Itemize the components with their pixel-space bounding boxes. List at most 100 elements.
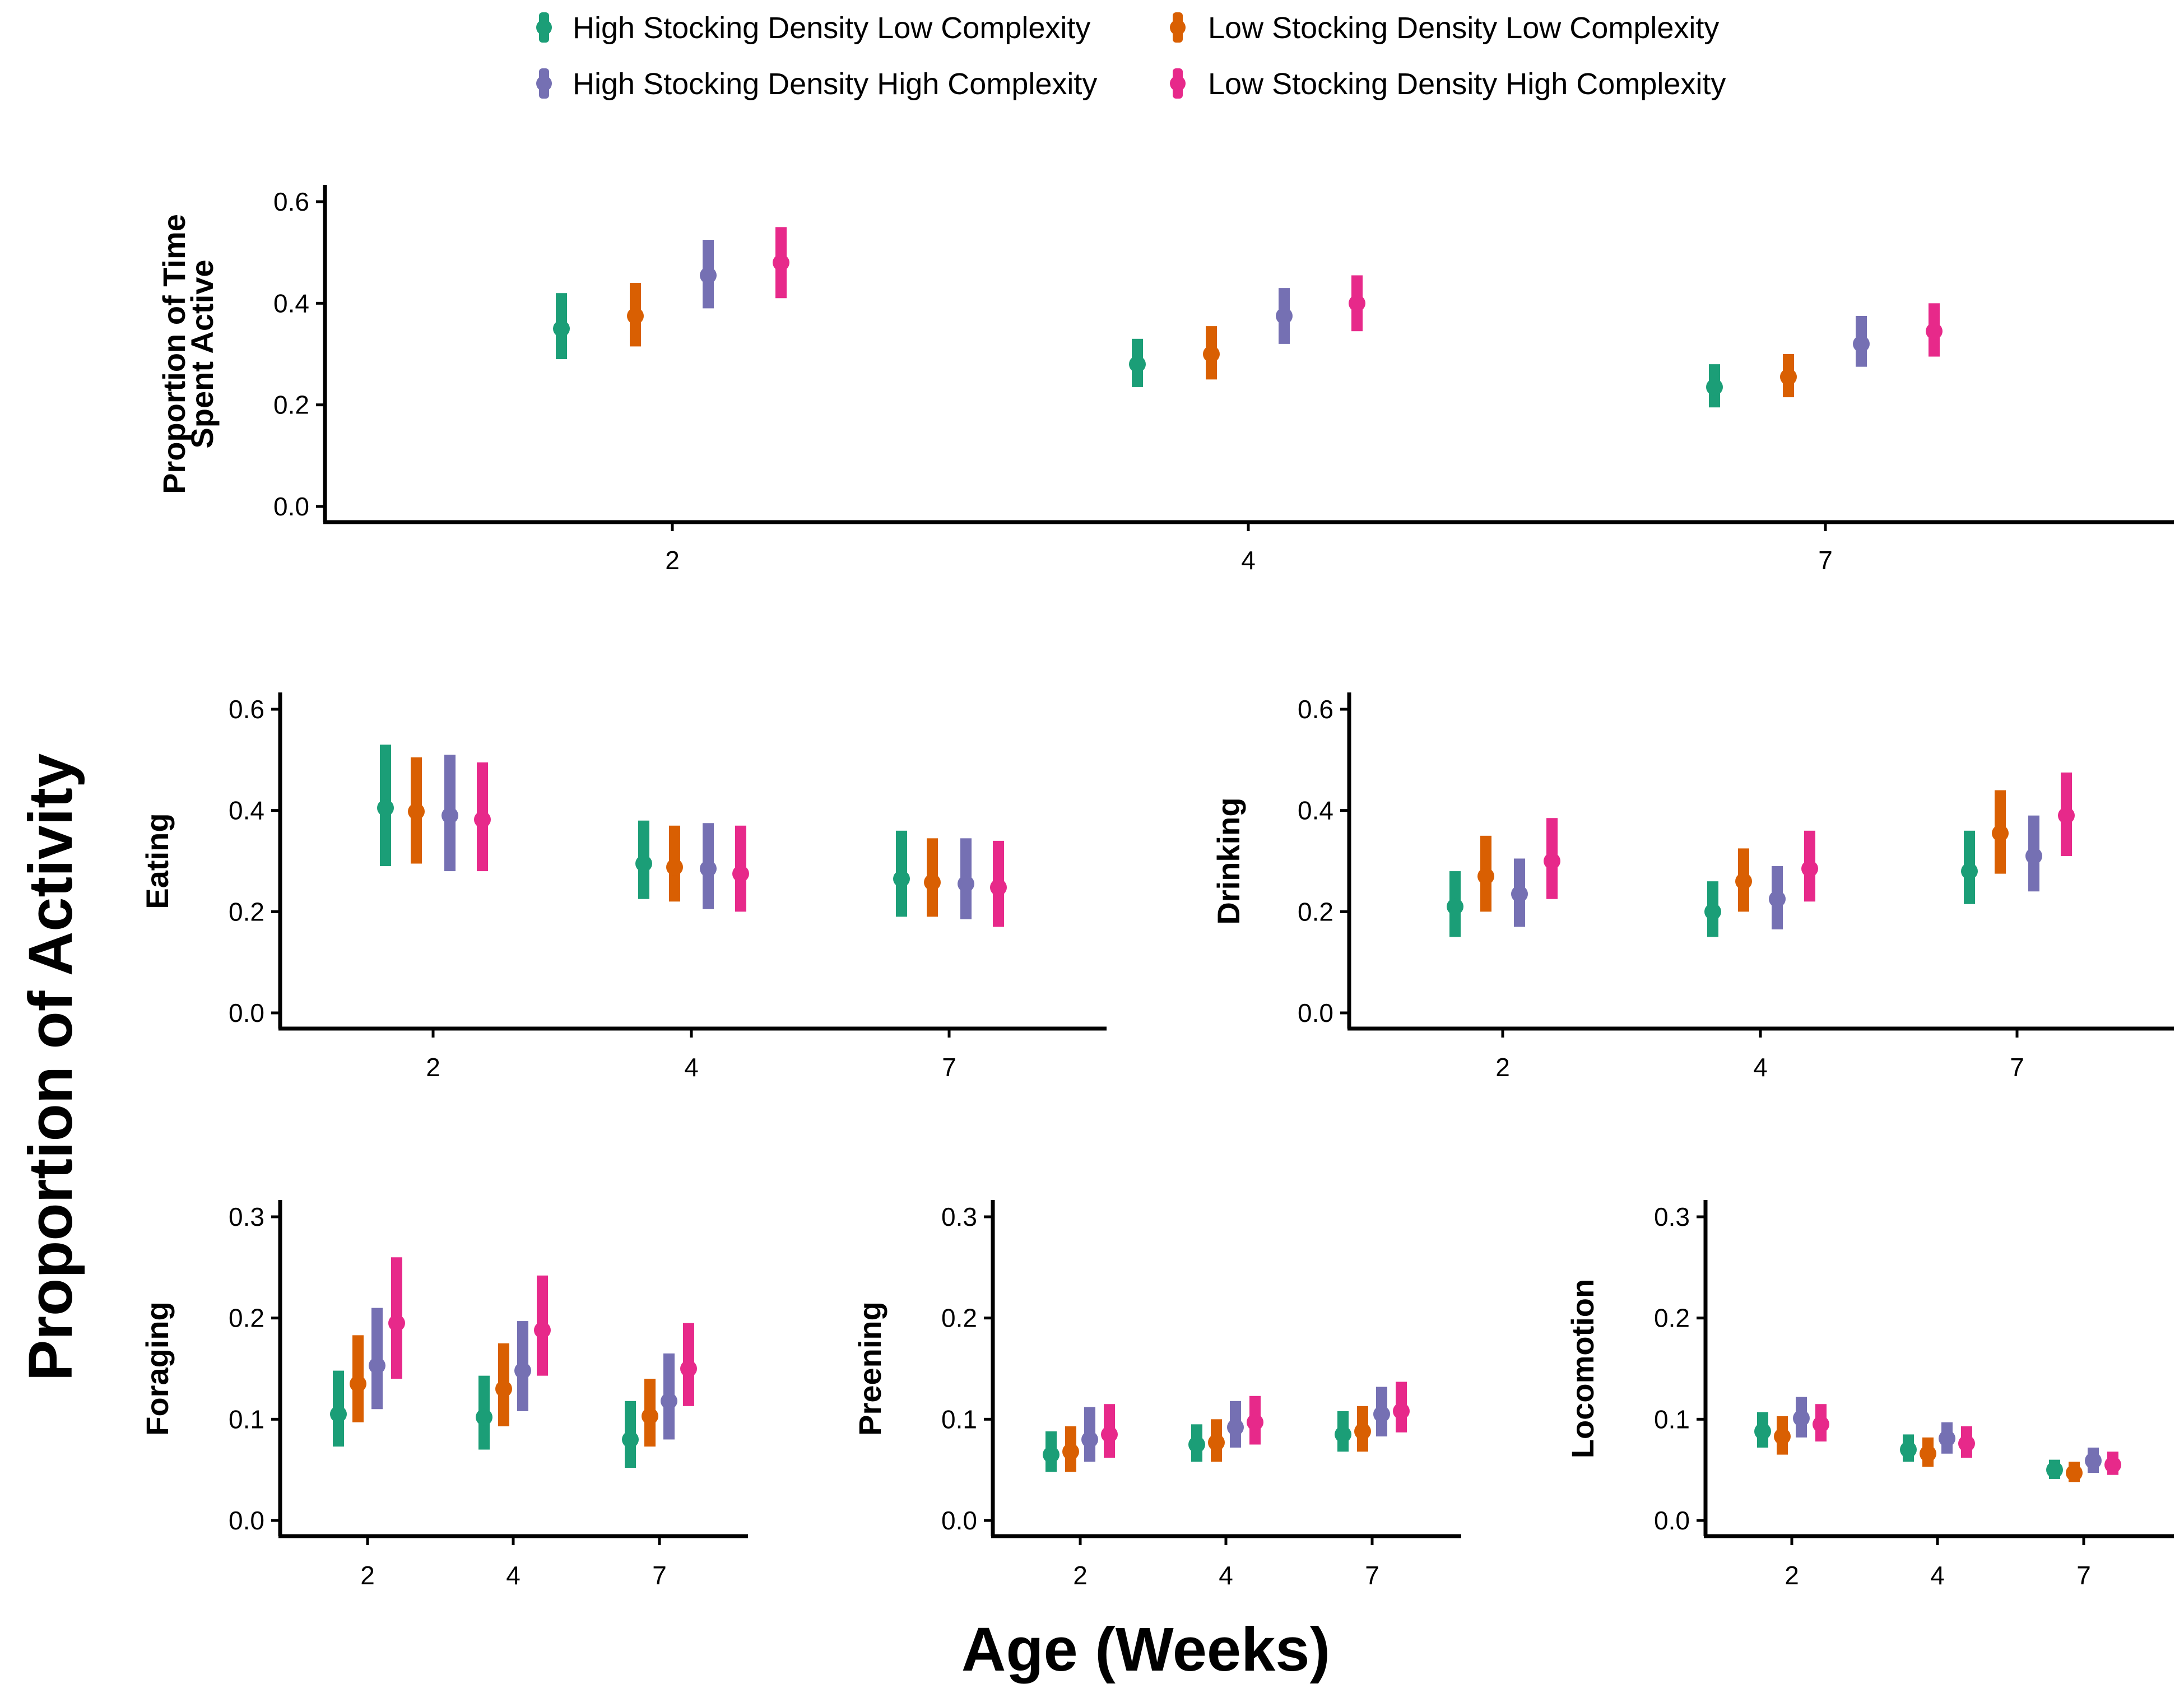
data-point <box>1129 356 1146 373</box>
y-tick-label: 0.0 <box>941 1506 977 1535</box>
series-hsd-hc <box>700 240 1870 367</box>
panel-y-label: Proportion of Time <box>156 214 192 494</box>
legend-item-lsd-hc: Low Stocking Density High Complexity <box>1170 67 1726 101</box>
panel-y-label: Drinking <box>1211 797 1246 924</box>
x-tick-label: 2 <box>1785 1561 1799 1590</box>
data-point <box>1349 295 1365 312</box>
panel-y-label: Spent Active <box>184 259 220 448</box>
data-point <box>534 1322 551 1339</box>
data-point <box>1354 1423 1371 1440</box>
data-point <box>474 811 491 828</box>
x-tick-label: 4 <box>1753 1053 1768 1082</box>
panel-y-label: Locomotion <box>1565 1279 1600 1458</box>
data-point <box>408 803 425 820</box>
data-point <box>958 875 974 892</box>
data-point <box>2085 1452 2102 1469</box>
y-tick-label: 0.4 <box>273 289 309 318</box>
y-tick-label: 0.6 <box>1298 695 1333 724</box>
panel-preening: 0.0 0.1 0.2 0.3 2 4 7 Preening <box>852 1200 1461 1590</box>
series-hsd-lc <box>553 293 1723 408</box>
data-point <box>1961 863 1978 880</box>
panel-foraging: 0.0 0.1 0.2 0.3 2 4 7 Foraging <box>140 1200 748 1590</box>
data-point <box>369 1357 385 1374</box>
legend-dot-lsd-hc <box>1170 76 1186 91</box>
series-lsd-hc <box>773 227 1943 357</box>
data-point <box>700 267 717 284</box>
data-point <box>1208 1434 1225 1451</box>
data-point <box>1853 335 1870 352</box>
data-point <box>1769 890 1786 908</box>
series-hsd-lc <box>1043 1411 1351 1472</box>
y-tick-label: 0.2 <box>1298 897 1333 926</box>
data-point <box>377 799 394 817</box>
data-point <box>2025 847 2042 864</box>
x-tick-label: 2 <box>360 1561 375 1590</box>
panel-locomotion: 0.0 0.1 0.2 0.3 2 4 7 Locomotion <box>1565 1200 2174 1590</box>
legend-item-hsd-hc: High Stocking Density High Complexity <box>536 67 1097 101</box>
y-tick-label: 0.3 <box>229 1202 264 1231</box>
data-point <box>1754 1423 1771 1440</box>
data-point <box>642 1407 658 1425</box>
x-tick-label: 4 <box>1219 1561 1233 1590</box>
data-point <box>1477 868 1494 885</box>
series-lsd-lc <box>408 757 941 917</box>
data-point <box>1774 1428 1791 1445</box>
data-point <box>1081 1431 1098 1448</box>
legend-item-hsd-lc: High Stocking Density Low Complexity <box>536 11 1090 45</box>
panel-drinking: 0.0 0.2 0.4 0.6 2 4 7 Drinking <box>1211 692 2174 1082</box>
y-tick-label: 0.2 <box>229 1304 264 1333</box>
data-point <box>2104 1456 2121 1473</box>
series-lsd-hc <box>1813 1404 2121 1475</box>
data-point <box>666 858 683 876</box>
y-tick-label: 0.2 <box>1654 1304 1690 1333</box>
y-tick-label: 0.0 <box>273 492 309 521</box>
data-point <box>1704 903 1721 920</box>
data-point <box>1188 1436 1205 1453</box>
data-point <box>388 1314 405 1332</box>
data-point <box>1992 825 2009 842</box>
y-tick-label: 0.4 <box>229 796 264 825</box>
x-tick-label: 7 <box>1818 546 1833 575</box>
data-point <box>330 1406 347 1423</box>
data-point <box>1101 1426 1118 1443</box>
data-point <box>514 1362 531 1379</box>
data-point <box>476 1408 492 1426</box>
data-point <box>1511 885 1528 903</box>
y-tick-label: 0.6 <box>273 187 309 216</box>
series-hsd-hc <box>1511 815 2042 929</box>
data-point <box>627 308 644 324</box>
data-point <box>1900 1441 1917 1458</box>
data-point <box>1801 860 1818 877</box>
x-tick-label: 2 <box>426 1053 440 1082</box>
panel-y-label: Eating <box>140 813 175 909</box>
x-tick-label: 4 <box>1241 546 1256 575</box>
x-tick-label: 2 <box>665 546 680 575</box>
data-point <box>1447 898 1463 915</box>
y-tick-label: 0.1 <box>229 1404 264 1434</box>
series-lsd-hc <box>474 762 1007 927</box>
panel-eating: 0.0 0.2 0.4 0.6 2 4 7 Eating <box>140 692 1107 1082</box>
y-tick-label: 0.0 <box>1298 998 1333 1027</box>
legend-dot-hsd-hc <box>536 76 552 91</box>
data-point <box>732 865 749 882</box>
series-hsd-hc <box>369 1308 677 1440</box>
data-point <box>1939 1430 1955 1447</box>
data-point <box>1247 1413 1263 1431</box>
y-tick-label: 0.6 <box>229 695 264 724</box>
data-point <box>2046 1461 2063 1478</box>
data-point <box>773 254 789 271</box>
series-lsd-lc <box>627 283 1797 398</box>
legend-label-hsd-hc: High Stocking Density High Complexity <box>573 67 1097 101</box>
x-tick-label: 7 <box>2076 1561 2091 1590</box>
data-point <box>1203 346 1220 362</box>
data-point <box>1780 368 1797 385</box>
series-hsd-lc <box>1447 830 1978 937</box>
x-tick-label: 2 <box>1495 1053 1510 1082</box>
y-tick-label: 0.3 <box>1654 1202 1690 1231</box>
legend-label-lsd-hc: Low Stocking Density High Complexity <box>1208 67 1726 101</box>
series-lsd-lc <box>350 1335 658 1447</box>
data-point <box>1373 1406 1390 1423</box>
legend-label-hsd-lc: High Stocking Density Low Complexity <box>573 11 1090 45</box>
